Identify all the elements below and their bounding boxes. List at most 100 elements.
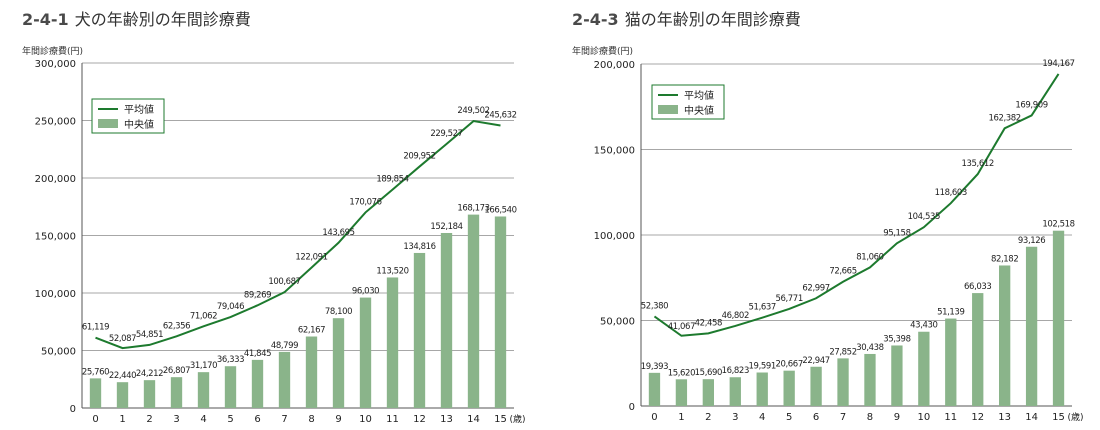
line-value-label: 62,997	[802, 283, 829, 293]
line-value-label: 79,046	[217, 302, 244, 312]
bar	[116, 382, 129, 408]
line-value-label: 143,695	[322, 228, 354, 238]
legend-bar-swatch	[98, 119, 118, 128]
bar-value-label: 134,816	[403, 242, 435, 252]
bar-value-label: 166,540	[484, 205, 516, 215]
y-tick-label: 150,000	[35, 232, 76, 243]
bar	[224, 366, 237, 408]
line-value-label: 170,076	[349, 197, 381, 207]
bar-value-label: 20,667	[775, 360, 802, 370]
legend-label: 中央値	[684, 104, 714, 117]
line-value-label: 104,535	[908, 212, 940, 222]
legend-label: 平均値	[684, 89, 714, 102]
line-value-label: 249,502	[457, 106, 489, 116]
chart-title: 2-4-3 猫の年齢別の年間診療費	[572, 6, 801, 30]
x-tick-label: 4	[759, 412, 765, 423]
bar	[197, 372, 210, 408]
bar-value-label: 41,845	[244, 349, 271, 359]
bar	[89, 378, 102, 408]
bar	[494, 216, 507, 408]
average-line	[653, 73, 1060, 337]
line-value-label: 122,091	[295, 253, 327, 263]
figure-title: 猫の年齢別の年間診療費	[624, 10, 801, 29]
x-axis-unit: (歳)	[510, 413, 526, 425]
bar-value-label: 113,520	[376, 266, 408, 276]
x-tick-label: 0	[651, 412, 657, 423]
bar-value-label: 30,438	[856, 343, 883, 353]
bar	[359, 297, 372, 408]
cat-chart-panel: 2-4-3 猫の年齢別の年間診療費 年間診療費(円) 0 50,000 100,000…	[550, 0, 1100, 430]
bar-value-label: 48,799	[271, 341, 298, 351]
line-value-label: 52,380	[641, 301, 668, 311]
x-tick-label: 10	[359, 414, 372, 425]
line-value-label: 42,458	[695, 318, 722, 328]
bar-value-label: 51,139	[937, 308, 964, 318]
line-value-label: 56,771	[775, 294, 802, 304]
bar-value-label: 19,591	[749, 361, 776, 371]
cat-cost-chart: 0 50,000 100,000 150,000 200,000 19,39315,620…	[594, 59, 1084, 423]
x-tick-label: 5	[786, 412, 792, 423]
bar-value-label: 22,947	[802, 356, 829, 366]
legend-bar-swatch	[658, 105, 678, 114]
bar	[648, 372, 661, 406]
x-tick-label: 12	[971, 412, 984, 423]
bar	[413, 252, 426, 408]
y-tick-label: 50,000	[600, 317, 635, 328]
y-axis-label: 年間診療費(円)	[22, 47, 84, 57]
bar-value-label: 93,126	[1018, 236, 1045, 246]
x-tick-label: 0	[92, 414, 98, 425]
x-tick-label: 15	[494, 414, 507, 425]
bar-value-label: 27,852	[829, 347, 856, 357]
line-value-label: 89,269	[244, 290, 271, 300]
average-line	[95, 120, 501, 350]
line-value-label: 194,167	[1042, 59, 1074, 69]
line-value-label: 189,854	[376, 175, 408, 185]
bar-value-label: 102,518	[1042, 220, 1074, 230]
bar	[837, 358, 849, 406]
bar	[170, 377, 183, 408]
bar	[467, 214, 480, 408]
bar	[972, 293, 984, 406]
bar-value-label: 62,167	[298, 326, 325, 336]
x-tick-label: 11	[944, 412, 957, 423]
line-value-label: 135,612	[962, 159, 994, 169]
bar-value-label: 16,823	[722, 366, 749, 376]
legend-label: 中央値	[124, 118, 154, 131]
x-tick-label: 6	[254, 414, 260, 425]
line-value-label: 118,603	[935, 188, 967, 198]
x-tick-label: 2	[705, 412, 711, 423]
chart-title: 2-4-1 犬の年齢別の年間診療費	[22, 6, 251, 30]
x-tick-label: 14	[1025, 412, 1038, 423]
bar-value-label: 22,440	[109, 371, 136, 381]
bar	[675, 379, 688, 406]
x-tick-label: 8	[308, 414, 314, 425]
line-value-label: 100,687	[268, 277, 300, 287]
bar	[251, 359, 264, 408]
x-tick-label: 12	[413, 414, 426, 425]
bar	[998, 265, 1011, 406]
x-tick-label: 7	[281, 414, 287, 425]
line-value-label: 95,158	[883, 228, 910, 238]
y-tick-label: 0	[70, 404, 76, 415]
y-tick-label: 200,000	[35, 174, 76, 185]
x-tick-label: 9	[894, 412, 900, 423]
x-tick-label: 13	[998, 412, 1011, 423]
x-tick-label: 8	[867, 412, 873, 423]
bar-value-label: 43,430	[910, 321, 937, 331]
x-tick-label: 2	[146, 414, 152, 425]
x-tick-label: 14	[467, 414, 480, 425]
bar	[756, 372, 768, 406]
line-value-label: 41,067	[668, 322, 695, 332]
bar-value-label: 31,170	[190, 361, 217, 371]
bar-value-label: 168,173	[457, 204, 489, 214]
y-tick-label: 50,000	[41, 347, 76, 358]
x-tick-label: 10	[917, 412, 930, 423]
y-tick-label: 300,000	[35, 59, 76, 70]
line-value-label: 62,356	[163, 321, 190, 331]
x-tick-label: 7	[840, 412, 846, 423]
bar	[864, 353, 876, 406]
bar-value-label: 36,333	[217, 355, 244, 365]
x-tick-label: 11	[386, 414, 399, 425]
y-tick-label: 0	[629, 402, 635, 413]
bar	[1052, 230, 1065, 406]
